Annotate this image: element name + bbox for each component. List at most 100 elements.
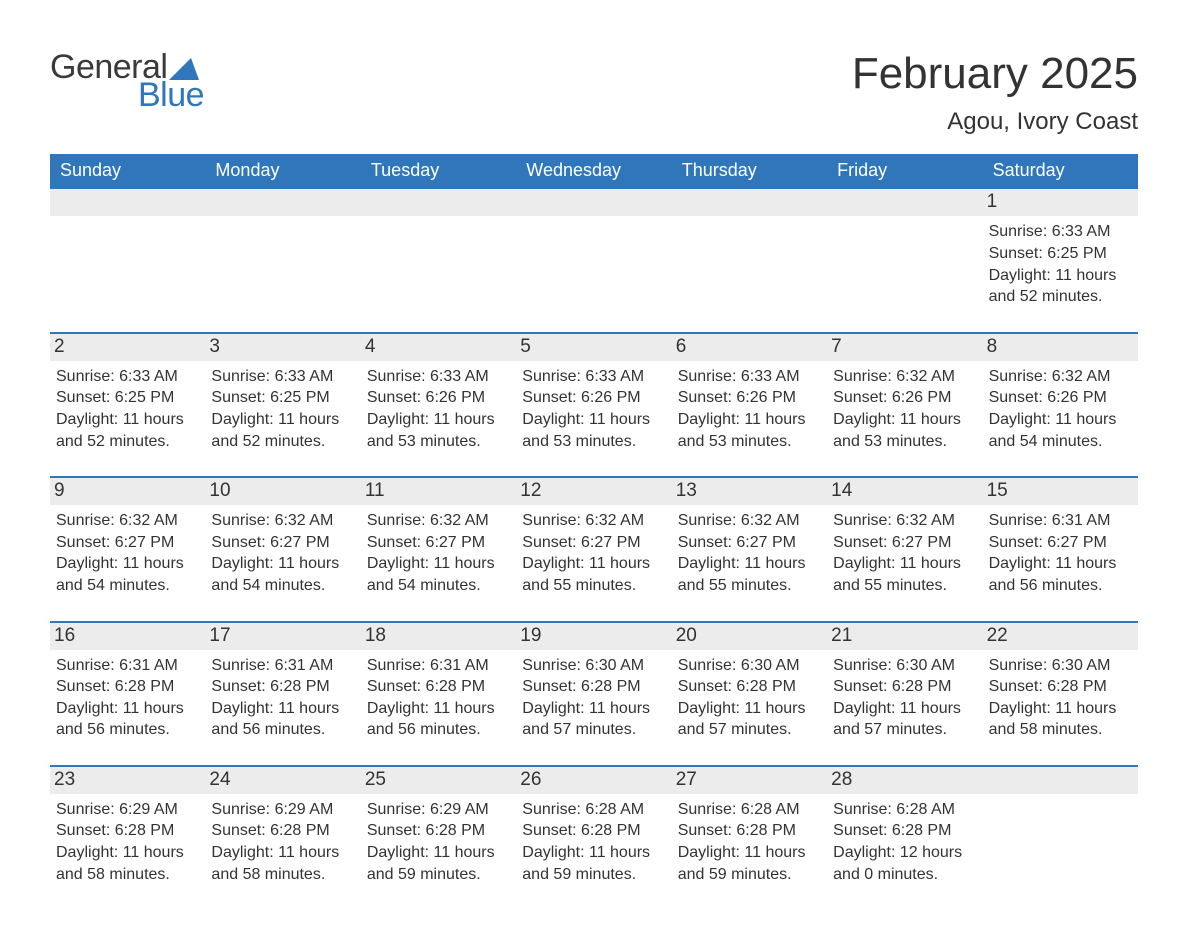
dow-sunday: Sunday	[50, 154, 205, 189]
title-block: February 2025 Agou, Ivory Coast	[852, 50, 1138, 136]
day-details: Sunrise: 6:29 AMSunset: 6:28 PMDaylight:…	[207, 794, 354, 885]
day-details: Sunrise: 6:32 AMSunset: 6:27 PMDaylight:…	[518, 505, 665, 596]
sunrise-text: Sunrise: 6:31 AM	[989, 510, 1132, 532]
day-details: Sunrise: 6:33 AMSunset: 6:25 PMDaylight:…	[207, 361, 354, 452]
day-number: 26	[516, 765, 671, 794]
sunset-text: Sunset: 6:26 PM	[989, 387, 1132, 409]
sunset-text: Sunset: 6:27 PM	[678, 532, 821, 554]
day-number: 5	[516, 332, 671, 361]
sunset-text: Sunset: 6:28 PM	[56, 676, 199, 698]
day-cell: 2 Sunrise: 6:33 AMSunset: 6:25 PMDaylight…	[50, 332, 205, 452]
sunset-text: Sunset: 6:28 PM	[989, 676, 1132, 698]
day-details: Sunrise: 6:30 AMSunset: 6:28 PMDaylight:…	[518, 650, 665, 741]
daylight-text: Daylight: 11 hours and 56 minutes.	[211, 698, 354, 741]
dow-friday: Friday	[827, 154, 982, 189]
daylight-text: Daylight: 11 hours and 54 minutes.	[211, 553, 354, 596]
daylight-text: Daylight: 11 hours and 53 minutes.	[522, 409, 665, 452]
sunset-text: Sunset: 6:25 PM	[56, 387, 199, 409]
week-row: 9Sunrise: 6:32 AMSunset: 6:27 PMDaylight…	[50, 476, 1138, 596]
sunset-text: Sunset: 6:27 PM	[522, 532, 665, 554]
sunset-text: Sunset: 6:27 PM	[367, 532, 510, 554]
day-number	[361, 189, 516, 216]
brand-word-2: Blue	[138, 78, 204, 112]
day-number: 25	[361, 765, 516, 794]
month-title: February 2025	[852, 50, 1138, 98]
dow-saturday: Saturday	[983, 154, 1138, 189]
daylight-text: Daylight: 11 hours and 57 minutes.	[833, 698, 976, 741]
daylight-text: Daylight: 11 hours and 52 minutes.	[56, 409, 199, 452]
day-details	[363, 216, 510, 221]
day-number: 9	[50, 476, 205, 505]
daylight-text: Daylight: 11 hours and 55 minutes.	[522, 553, 665, 596]
daylight-text: Daylight: 11 hours and 57 minutes.	[522, 698, 665, 741]
daylight-text: Daylight: 11 hours and 57 minutes.	[678, 698, 821, 741]
day-cell: 1Sunrise: 6:33 AMSunset: 6:25 PMDaylight…	[983, 189, 1138, 307]
day-details: Sunrise: 6:32 AMSunset: 6:27 PMDaylight:…	[52, 505, 199, 596]
daylight-text: Daylight: 11 hours and 59 minutes.	[522, 842, 665, 885]
sunrise-text: Sunrise: 6:32 AM	[56, 510, 199, 532]
days-of-week-header: Sunday Monday Tuesday Wednesday Thursday…	[50, 154, 1138, 189]
day-details: Sunrise: 6:32 AMSunset: 6:27 PMDaylight:…	[829, 505, 976, 596]
sunrise-text: Sunrise: 6:32 AM	[367, 510, 510, 532]
day-cell: 21Sunrise: 6:30 AMSunset: 6:28 PMDayligh…	[827, 621, 982, 741]
sunset-text: Sunset: 6:25 PM	[989, 243, 1132, 265]
sunset-text: Sunset: 6:28 PM	[211, 820, 354, 842]
sunrise-text: Sunrise: 6:31 AM	[211, 655, 354, 677]
day-cell: 22Sunrise: 6:30 AMSunset: 6:28 PMDayligh…	[983, 621, 1138, 741]
sunrise-text: Sunrise: 6:33 AM	[56, 366, 199, 388]
day-cell: 15Sunrise: 6:31 AMSunset: 6:27 PMDayligh…	[983, 476, 1138, 596]
sunset-text: Sunset: 6:26 PM	[367, 387, 510, 409]
day-number: 24	[205, 765, 360, 794]
day-details: Sunrise: 6:32 AMSunset: 6:26 PMDaylight:…	[985, 361, 1132, 452]
daylight-text: Daylight: 12 hours and 0 minutes.	[833, 842, 976, 885]
sunset-text: Sunset: 6:27 PM	[56, 532, 199, 554]
daylight-text: Daylight: 11 hours and 54 minutes.	[367, 553, 510, 596]
day-cell: 3Sunrise: 6:33 AMSunset: 6:25 PMDaylight…	[205, 332, 360, 452]
day-details: Sunrise: 6:29 AMSunset: 6:28 PMDaylight:…	[363, 794, 510, 885]
day-cell	[983, 765, 1138, 885]
week-row: 1Sunrise: 6:33 AMSunset: 6:25 PMDaylight…	[50, 189, 1138, 307]
day-cell: 19Sunrise: 6:30 AMSunset: 6:28 PMDayligh…	[516, 621, 671, 741]
day-details: Sunrise: 6:31 AMSunset: 6:28 PMDaylight:…	[207, 650, 354, 741]
day-details: Sunrise: 6:33 AMSunset: 6:26 PMDaylight:…	[518, 361, 665, 452]
daylight-text: Daylight: 11 hours and 55 minutes.	[833, 553, 976, 596]
sunset-text: Sunset: 6:26 PM	[522, 387, 665, 409]
day-details: Sunrise: 6:31 AMSunset: 6:28 PMDaylight:…	[363, 650, 510, 741]
day-number: 1	[983, 189, 1138, 216]
day-cell: 26Sunrise: 6:28 AMSunset: 6:28 PMDayligh…	[516, 765, 671, 885]
day-cell: 28Sunrise: 6:28 AMSunset: 6:28 PMDayligh…	[827, 765, 982, 885]
day-cell	[516, 189, 671, 307]
day-number: 18	[361, 621, 516, 650]
week-row: 2Sunrise: 6:33 AMSunset: 6:25 PMDaylight…	[50, 332, 1138, 452]
sunrise-text: Sunrise: 6:32 AM	[211, 510, 354, 532]
day-number	[983, 765, 1138, 794]
day-number: 10	[205, 476, 360, 505]
day-details: Sunrise: 6:30 AMSunset: 6:28 PMDaylight:…	[985, 650, 1132, 741]
day-cell: 10Sunrise: 6:32 AMSunset: 6:27 PMDayligh…	[205, 476, 360, 596]
brand-logo: General Blue	[50, 50, 204, 112]
day-cell: 7Sunrise: 6:32 AMSunset: 6:26 PMDaylight…	[827, 332, 982, 452]
day-number: 12	[516, 476, 671, 505]
sunset-text: Sunset: 6:28 PM	[678, 676, 821, 698]
day-cell: 17Sunrise: 6:31 AMSunset: 6:28 PMDayligh…	[205, 621, 360, 741]
day-number	[827, 189, 982, 216]
day-number: 21	[827, 621, 982, 650]
sunset-text: Sunset: 6:28 PM	[678, 820, 821, 842]
sunrise-text: Sunrise: 6:28 AM	[833, 799, 976, 821]
day-details: Sunrise: 6:28 AMSunset: 6:28 PMDaylight:…	[674, 794, 821, 885]
day-number: 14	[827, 476, 982, 505]
daylight-text: Daylight: 11 hours and 58 minutes.	[56, 842, 199, 885]
sunrise-text: Sunrise: 6:31 AM	[367, 655, 510, 677]
day-number: 8	[983, 332, 1138, 361]
day-cell: 9Sunrise: 6:32 AMSunset: 6:27 PMDaylight…	[50, 476, 205, 596]
sunset-text: Sunset: 6:26 PM	[833, 387, 976, 409]
sunrise-text: Sunrise: 6:32 AM	[989, 366, 1132, 388]
day-details: Sunrise: 6:30 AMSunset: 6:28 PMDaylight:…	[674, 650, 821, 741]
day-details: Sunrise: 6:31 AMSunset: 6:27 PMDaylight:…	[985, 505, 1132, 596]
day-details: Sunrise: 6:33 AMSunset: 6:26 PMDaylight:…	[674, 361, 821, 452]
daylight-text: Daylight: 11 hours and 56 minutes.	[989, 553, 1132, 596]
day-number: 2	[50, 332, 205, 361]
day-details: Sunrise: 6:32 AMSunset: 6:26 PMDaylight:…	[829, 361, 976, 452]
sunrise-text: Sunrise: 6:33 AM	[989, 221, 1132, 243]
sunrise-text: Sunrise: 6:32 AM	[522, 510, 665, 532]
